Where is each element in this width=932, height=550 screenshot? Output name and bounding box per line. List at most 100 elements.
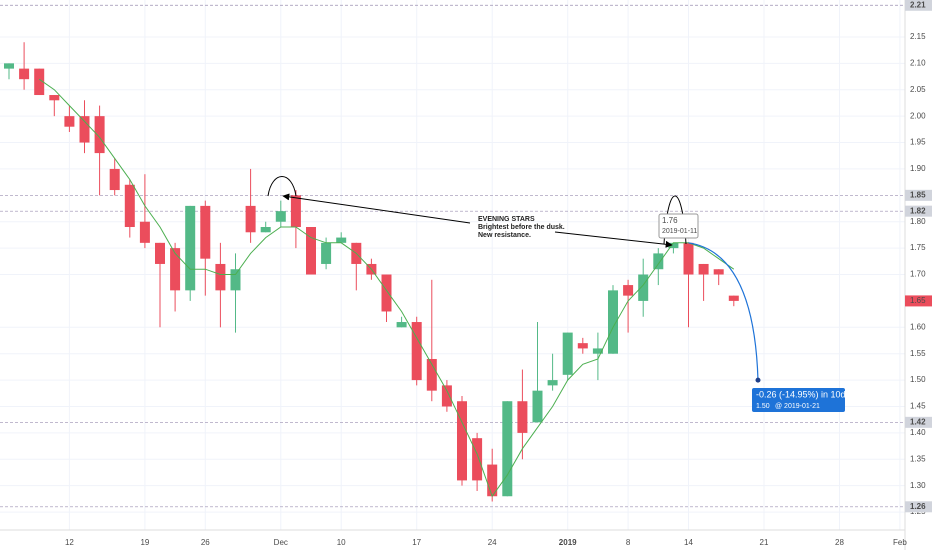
candle-body <box>290 195 301 228</box>
plot-area <box>4 42 739 502</box>
candle-body <box>487 464 498 497</box>
candle-body <box>457 401 467 481</box>
marker-price: 1.76 <box>662 216 678 225</box>
candle-body <box>592 348 603 354</box>
candle-body <box>698 263 709 275</box>
candle-body <box>306 227 316 275</box>
annotation-text: Brightest before the dusk. <box>478 224 565 231</box>
candle-body <box>638 274 649 301</box>
x-tick-label: Dec <box>274 538 288 547</box>
candle-body <box>64 116 75 127</box>
overlay <box>688 242 761 383</box>
candle-body <box>396 322 407 328</box>
x-tick-label: 8 <box>626 538 631 547</box>
marker-date: 2019-01-11 <box>662 228 697 235</box>
candle-body <box>441 385 452 407</box>
price-tag-label: 1.85 <box>910 190 926 199</box>
y-tick-label: 1.35 <box>910 454 926 463</box>
candle-body <box>381 274 392 312</box>
candle-body <box>577 343 588 349</box>
candle-body <box>260 227 271 233</box>
price-tag <box>905 205 932 217</box>
arrow <box>282 193 471 224</box>
candle-body <box>623 285 634 296</box>
candle-body <box>94 116 105 154</box>
price-tag <box>905 189 932 201</box>
moving-average <box>38 78 735 498</box>
candle-body <box>4 63 14 69</box>
x-tick-label: 21 <box>760 538 769 547</box>
candle-body <box>109 168 120 191</box>
candle-body <box>336 237 347 243</box>
price-tag <box>905 501 932 513</box>
candle-body <box>653 253 664 270</box>
price-tag-label: 1.42 <box>910 417 926 426</box>
x-tick-label: 28 <box>835 538 844 547</box>
candle-body <box>275 211 286 222</box>
candle-body <box>185 205 196 291</box>
candle-body <box>155 242 165 264</box>
x-tick-label: 14 <box>684 538 693 547</box>
projection-change: -0.26 (-14.95%) in 10d <box>756 389 846 399</box>
x-tick-label: 2019 <box>559 538 577 547</box>
y-tick-label: 2.10 <box>910 58 926 67</box>
price-tag-label: 2.21 <box>910 0 926 9</box>
candle-body <box>713 269 724 275</box>
candle-body <box>411 322 422 381</box>
projection-date: @ 2019-01-21 <box>775 403 820 410</box>
candle-body <box>19 68 30 80</box>
candle-body <box>517 401 528 433</box>
candle-body <box>547 380 558 386</box>
candle-body <box>230 269 241 291</box>
annotation-title: EVENING STARS <box>478 216 535 223</box>
price-axis <box>905 0 932 550</box>
projection-target <box>755 377 761 383</box>
y-tick-label: 1.30 <box>910 481 926 490</box>
price-tag-label: 1.82 <box>910 206 926 215</box>
candle-body <box>502 401 513 497</box>
y-tick-label: 2.05 <box>910 85 926 94</box>
candle-body <box>139 221 150 243</box>
last-price-tag <box>905 295 932 307</box>
price-tag <box>905 0 932 11</box>
y-tick-label: 1.40 <box>910 428 926 437</box>
arc <box>267 176 297 197</box>
x-tick-label: 10 <box>337 538 346 547</box>
y-tick-label: 1.60 <box>910 322 926 331</box>
annotation-text: New resistance. <box>478 232 531 239</box>
y-tick-label: 1.70 <box>910 270 926 279</box>
y-tick-label: 1.50 <box>910 375 926 384</box>
x-tick-label: Feb <box>893 538 907 547</box>
y-tick-label: 1.75 <box>910 243 926 252</box>
last-price-label: 1.65 <box>910 296 926 305</box>
candle-body <box>472 438 483 481</box>
x-tick-label: 17 <box>412 538 421 547</box>
y-tick-label: 1.90 <box>910 164 926 173</box>
arrow <box>554 231 673 248</box>
price-tag <box>905 416 932 428</box>
y-tick-label: 1.45 <box>910 402 926 411</box>
candle-body <box>532 390 543 423</box>
grid <box>0 0 905 530</box>
x-tick-label: 12 <box>65 538 74 547</box>
y-tick-label: 2.15 <box>910 32 926 41</box>
candle-body <box>245 205 256 233</box>
candle-body <box>683 242 694 275</box>
candle-body <box>200 205 211 259</box>
candle-body <box>34 68 45 96</box>
projection-box <box>752 388 845 412</box>
candle-body <box>562 332 573 375</box>
y-tick-label: 2.00 <box>910 111 926 120</box>
projection-arc <box>688 242 759 381</box>
candle-body <box>426 358 437 391</box>
candle-body <box>728 295 739 301</box>
candle-body <box>124 184 135 228</box>
x-tick-label: 24 <box>488 538 497 547</box>
candle-body <box>608 290 618 354</box>
marker-box <box>658 213 699 239</box>
candle-body <box>49 95 60 101</box>
axis-labels: 2.15 2.10 2.05 2.00 1.95 1.90 1.80 1.75 1.70 1.60… <box>65 0 932 547</box>
candle-body <box>321 242 332 264</box>
candle-body <box>215 263 226 291</box>
